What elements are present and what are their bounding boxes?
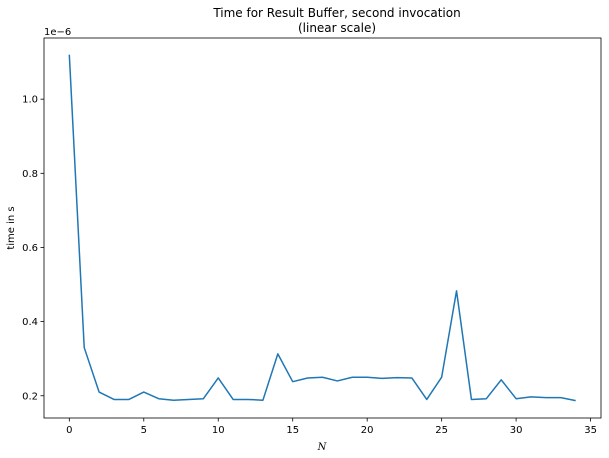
y-tick-label: 0.6	[22, 243, 38, 254]
x-tick-label: 15	[286, 425, 299, 436]
plot-area: 0 5 10 15 20 25 30 35 0.2 0.4 0.6 0.8 1.0	[22, 37, 602, 436]
series-line	[68, 54, 576, 402]
y-tick-label: 0.2	[22, 391, 38, 402]
x-axis-label: N	[317, 442, 328, 453]
x-tick-label: 0	[66, 425, 72, 436]
plot-frame	[43, 37, 602, 419]
y-tick-label: 0.8	[22, 169, 38, 180]
chart-title-line2: (linear scale)	[298, 21, 376, 35]
y-offset-label: 1e−6	[44, 27, 71, 38]
y-axis-label: time in s	[6, 206, 17, 249]
y-tick-label: 0.4	[22, 317, 38, 328]
y-tick-label: 1.0	[22, 95, 38, 106]
x-tick-label: 25	[435, 425, 448, 436]
chart-title-line1: Time for Result Buffer, second invocatio…	[212, 6, 460, 20]
x-tick-label: 30	[510, 425, 523, 436]
x-tick-label: 10	[212, 425, 225, 436]
x-tick-label: 35	[584, 425, 597, 436]
x-tick-label: 5	[141, 425, 147, 436]
x-tick-label: 20	[361, 425, 374, 436]
